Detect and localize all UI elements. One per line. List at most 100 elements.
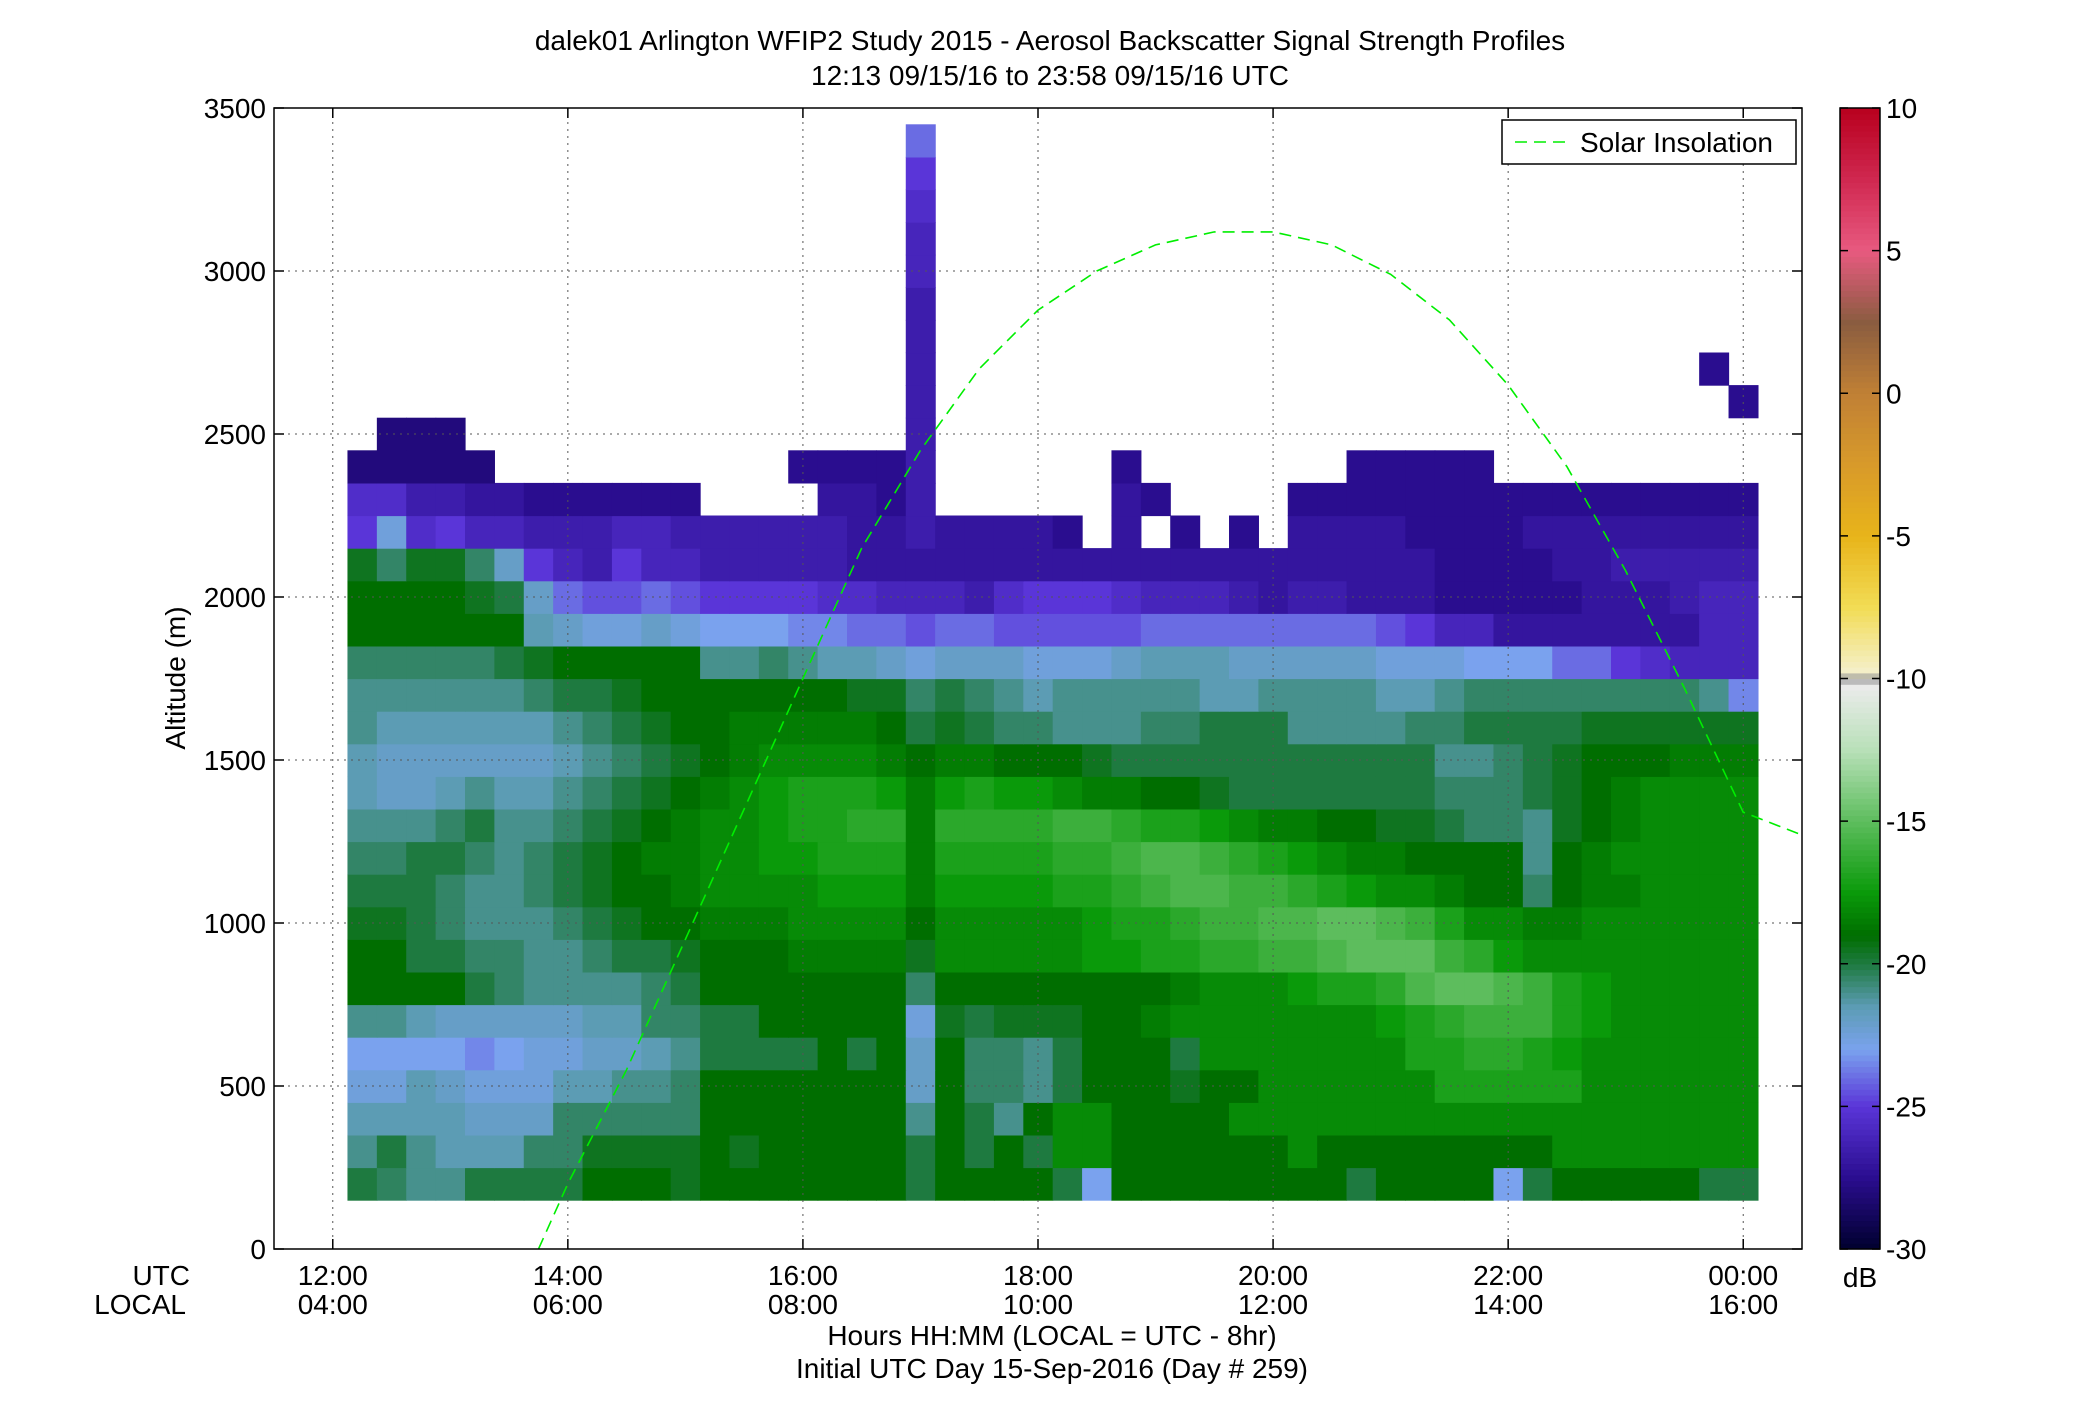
colorbar-segment [1840, 416, 1880, 423]
heatmap-cell [993, 548, 1024, 582]
heatmap-cell [435, 939, 466, 973]
heatmap-cell [1199, 580, 1230, 614]
heatmap-cell [876, 711, 907, 745]
heatmap-cell [1699, 808, 1730, 843]
colorbar-segment [1840, 1237, 1880, 1244]
heatmap-cell [406, 1167, 437, 1201]
colorbar-segment [1840, 935, 1880, 942]
heatmap-cell [376, 971, 407, 1006]
heatmap-cell [406, 776, 437, 810]
colorbar-segment [1840, 741, 1880, 748]
heatmap-cell [905, 906, 936, 940]
colorbar-segment [1840, 296, 1880, 303]
x-tick-label-utc: 22:00 [1473, 1260, 1543, 1291]
heatmap-cell [1699, 1102, 1730, 1136]
heatmap-cell [729, 515, 760, 549]
heatmap-cell [1229, 841, 1259, 875]
heatmap-cell [1346, 678, 1377, 712]
colorbar-segment [1840, 501, 1880, 508]
heatmap-cell [817, 645, 848, 680]
heatmap-cell [1640, 580, 1671, 614]
x-tick-label-local: 12:00 [1238, 1289, 1308, 1320]
heatmap-cell [494, 971, 525, 1006]
heatmap-cell [758, 841, 789, 875]
heatmap-cell [1640, 711, 1671, 745]
colorbar-segment [1840, 986, 1880, 993]
heatmap-cell [964, 1167, 995, 1201]
colorbar-segment [1840, 946, 1880, 953]
heatmap-cell [1317, 515, 1348, 549]
colorbar-segment [1840, 975, 1880, 982]
heatmap-cell [758, 808, 789, 843]
heatmap-cell [494, 548, 525, 582]
heatmap-cell [876, 1004, 907, 1038]
heatmap-cell [1287, 548, 1318, 582]
heatmap-cell [1170, 808, 1201, 843]
heatmap-cell [611, 776, 642, 810]
x-tick-label-utc: 16:00 [768, 1260, 838, 1291]
heatmap-cell [376, 1167, 407, 1201]
heatmap-cell [1611, 678, 1641, 712]
heatmap-cell [1199, 1134, 1230, 1169]
colorbar-segment [1840, 610, 1880, 617]
colorbar-segment [1840, 952, 1880, 959]
heatmap-cell [729, 808, 760, 843]
heatmap-cell [376, 580, 407, 614]
heatmap-cell [935, 1037, 966, 1071]
heatmap-cell [905, 222, 936, 256]
heatmap-cell [582, 1134, 613, 1169]
colorbar-tick-label: 0 [1886, 378, 1902, 409]
heatmap-cell [1434, 776, 1465, 810]
heatmap-cell [376, 841, 407, 875]
heatmap-cell [465, 711, 495, 745]
heatmap-cell [1346, 1102, 1377, 1136]
heatmap-cell [1082, 548, 1113, 582]
heatmap-cell [1522, 482, 1553, 517]
x-tick-label-local: 06:00 [533, 1289, 603, 1320]
heatmap-cell [641, 971, 672, 1006]
colorbar-segment [1840, 193, 1880, 200]
heatmap-cell [1552, 1004, 1583, 1038]
x-axis-label: Hours HH:MM (LOCAL = UTC - 8hr) [827, 1320, 1276, 1351]
heatmap-cell [465, 1102, 495, 1136]
heatmap-cell [641, 1134, 672, 1169]
colorbar-segment [1840, 592, 1880, 600]
colorbar-segment [1840, 1100, 1880, 1107]
heatmap-cell [641, 678, 672, 712]
heatmap-cell [1199, 743, 1230, 777]
heatmap-cell [993, 1134, 1024, 1169]
heatmap-cell [1346, 482, 1377, 517]
heatmap-cell [406, 841, 437, 875]
y-tick-label: 3000 [204, 256, 266, 287]
colorbar-segment [1840, 581, 1880, 588]
heatmap-cell [1581, 841, 1612, 875]
heatmap-cell [817, 1167, 848, 1201]
heatmap-cell [847, 1102, 877, 1136]
heatmap-cell [935, 776, 966, 810]
colorbar-tick-label: -20 [1886, 949, 1926, 980]
colorbar-segment [1840, 421, 1880, 429]
colorbar-segment [1840, 1037, 1880, 1045]
heatmap-cell [435, 548, 466, 582]
heatmap-cell [406, 613, 437, 647]
heatmap-cell [465, 874, 495, 908]
heatmap-cell [1317, 1134, 1348, 1169]
heatmap-cell [582, 1167, 613, 1201]
heatmap-cell [1052, 939, 1083, 973]
heatmap-cell [1140, 841, 1171, 875]
colorbar-segment [1840, 821, 1880, 828]
colorbar-tick-label: -10 [1886, 664, 1926, 695]
colorbar-segment [1840, 341, 1880, 349]
heatmap-cell [817, 711, 848, 745]
heatmap-cell [494, 515, 525, 549]
heatmap-cell [1699, 1167, 1730, 1201]
colorbar-segment [1840, 210, 1880, 217]
heatmap-cell [1581, 1004, 1612, 1038]
heatmap-cell [905, 613, 936, 647]
colorbar-segment [1840, 804, 1880, 811]
colorbar-segment [1840, 450, 1880, 457]
heatmap-cell [993, 906, 1024, 940]
colorbar-segment [1840, 707, 1880, 714]
heatmap-cell [729, 678, 760, 712]
colorbar-segment [1840, 667, 1880, 674]
